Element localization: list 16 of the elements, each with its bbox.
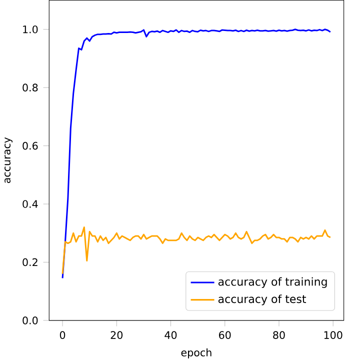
x-tick-label: 40 xyxy=(164,331,177,339)
x-tick-label: 60 xyxy=(219,331,231,339)
x-axis-title: epoch xyxy=(182,348,212,358)
y-tick-label: 1.0 xyxy=(23,25,38,34)
x-tick-label: 0 xyxy=(60,331,66,339)
y-tick-label: 0.2 xyxy=(22,258,38,266)
x-tick-label: 80 xyxy=(273,331,286,339)
y-tick-label: 0.0 xyxy=(22,316,38,324)
y-tick-label: 0.6 xyxy=(22,142,38,150)
x-tick-label: 100 xyxy=(324,331,342,339)
y-tick-label: 0.8 xyxy=(22,84,38,92)
y-tick-label: 0.4 xyxy=(22,200,38,208)
x-tick-label: 20 xyxy=(111,331,123,339)
y-axis-title: accuracy xyxy=(4,137,13,184)
legend-label: accuracy of test xyxy=(218,294,306,306)
legend-label: accuracy of training xyxy=(218,277,328,288)
